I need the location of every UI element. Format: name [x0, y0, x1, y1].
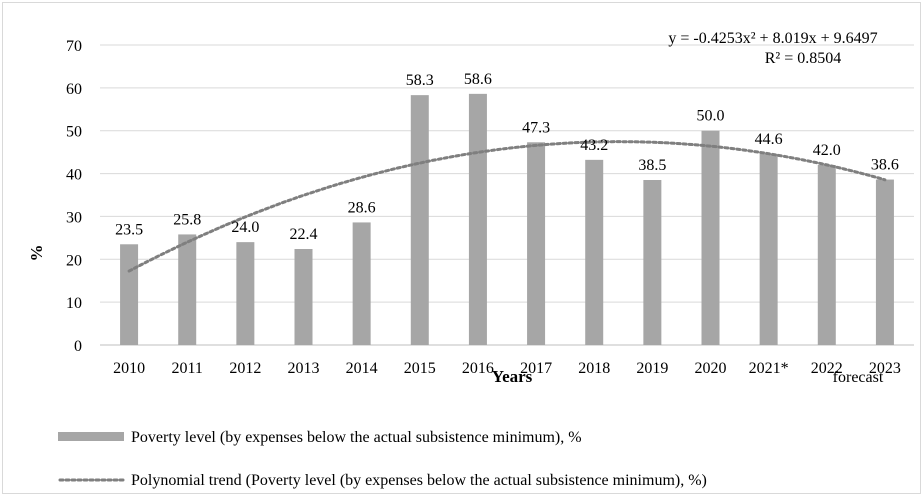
y-tick-label: 40: [66, 167, 82, 184]
y-tick-label: 10: [66, 295, 82, 312]
bar: [120, 244, 139, 345]
gridlines: [100, 44, 914, 346]
x-tick-label: 2014: [346, 360, 378, 377]
data-label: 24.0: [231, 219, 259, 236]
legend-trend-label: Polynomial trend (Poverty level (by expe…: [131, 472, 707, 489]
bar: [410, 95, 429, 346]
data-label: 58.6: [464, 71, 492, 88]
x-tick-label: 2021*: [749, 360, 789, 377]
x-tick-label: 2022: [811, 360, 843, 377]
x-tick-label: 2023: [869, 360, 901, 377]
bar: [585, 159, 604, 345]
bar: [817, 165, 836, 345]
y-axis-title: %: [27, 245, 46, 262]
x-tick-label: 2011: [172, 360, 203, 377]
bar: [178, 234, 197, 345]
value-labels: 23.5 25.8 24.0 22.4 28.6 58.3 58.6 47.3 43.2 38.5…: [115, 71, 899, 243]
bar: [875, 179, 894, 345]
y-tick-labels: 0 10 20 30 40 50 60 70: [66, 38, 82, 355]
trend-r-squared: R² = 0.8504: [765, 50, 842, 67]
bar: [236, 242, 255, 345]
y-tick-label: 70: [66, 38, 82, 55]
bars: [120, 93, 894, 346]
x-tick-labels: 2010 2011 2012 2013 2014 2015 2016 2017 2018 2019…: [113, 360, 901, 377]
data-label: 38.6: [871, 157, 899, 174]
y-tick-label: 60: [66, 81, 82, 98]
x-tick-label: 2019: [636, 360, 668, 377]
legend-bar-swatch: [58, 432, 124, 441]
data-label: 44.6: [755, 131, 783, 148]
data-label: 23.5: [115, 221, 143, 238]
trend-line: [127, 140, 887, 273]
x-tick-label: 2018: [578, 360, 610, 377]
y-tick-label: 30: [66, 209, 82, 226]
x-tick-label: 2013: [288, 360, 320, 377]
x-tick-label: 2020: [695, 360, 727, 377]
x-tick-label: 2015: [404, 360, 436, 377]
legend: Poverty level (by expenses below the act…: [58, 429, 707, 489]
x-tick-label: 2017: [520, 360, 552, 377]
x-tick-label: 2012: [229, 360, 261, 377]
data-label: 42.0: [813, 142, 841, 159]
data-label: 28.6: [348, 199, 376, 216]
x-tick-label: 2016: [462, 360, 494, 377]
data-label: 25.8: [173, 211, 201, 228]
data-label: 47.3: [522, 119, 550, 136]
x-tick-label: 2010: [113, 360, 145, 377]
y-tick-label: 50: [66, 124, 82, 141]
legend-bar-label: Poverty level (by expenses below the act…: [131, 429, 582, 446]
data-label: 50.0: [697, 108, 725, 125]
bar: [527, 142, 546, 345]
bar: [294, 249, 313, 345]
y-tick-label: 0: [74, 338, 82, 355]
bar: [643, 180, 662, 345]
bar: [701, 130, 720, 345]
bar: [468, 93, 487, 345]
data-label: 58.3: [406, 72, 434, 89]
bar: [352, 222, 371, 345]
x-axis-title: Years: [492, 367, 533, 386]
forecast-note: forecast: [833, 369, 884, 386]
trend-equation: y = -0.4253x² + 8.019x + 9.6497: [668, 30, 877, 47]
data-label: 22.4: [290, 226, 318, 243]
y-tick-label: 20: [66, 252, 82, 269]
data-label: 43.2: [580, 137, 608, 154]
bar: [759, 153, 778, 345]
data-label: 38.5: [638, 157, 666, 174]
